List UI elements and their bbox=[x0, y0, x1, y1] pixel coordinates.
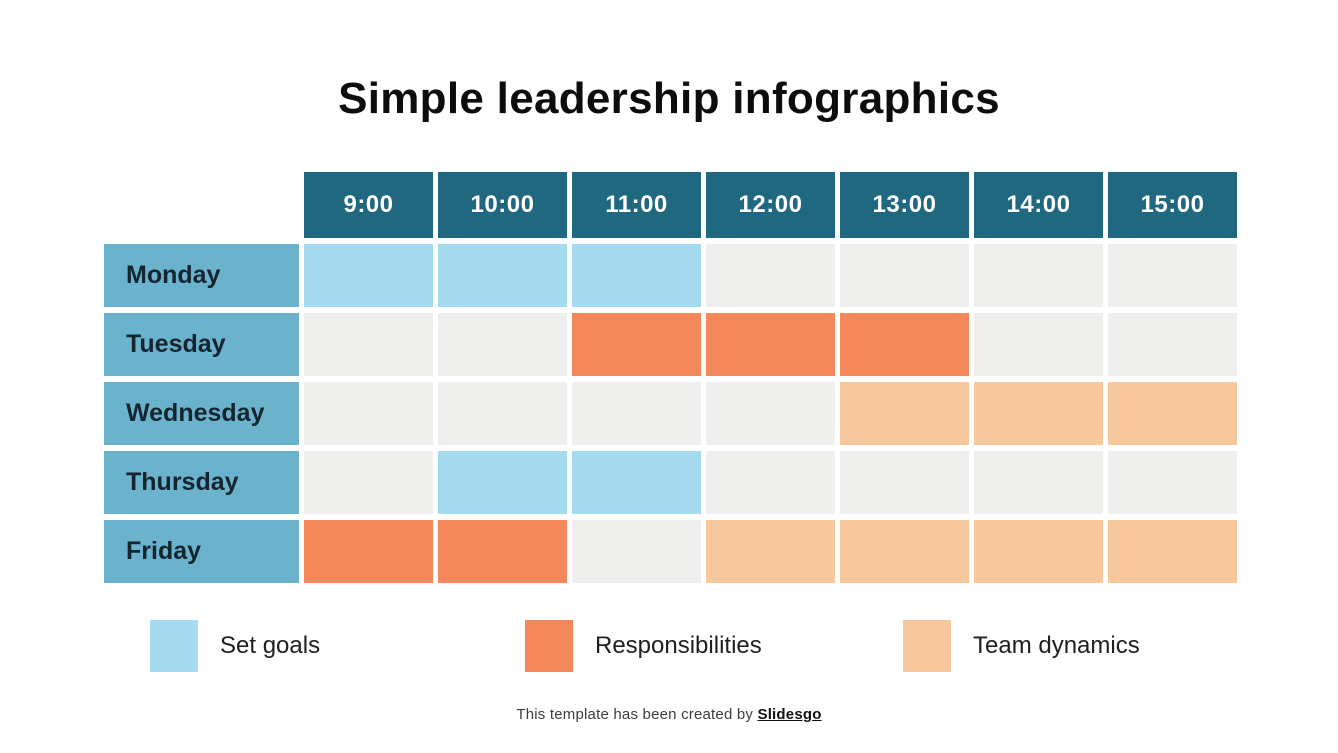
cell-tuesday-9-00 bbox=[304, 313, 433, 376]
cell-friday-13-00 bbox=[840, 520, 969, 583]
cell-friday-10-00 bbox=[438, 520, 567, 583]
cell-tuesday-13-00 bbox=[840, 313, 969, 376]
cell-monday-14-00 bbox=[974, 244, 1103, 307]
cell-wednesday-14-00 bbox=[974, 382, 1103, 445]
table-corner-spacer bbox=[104, 172, 299, 238]
cell-thursday-13-00 bbox=[840, 451, 969, 514]
slidesgo-link[interactable]: Slidesgo bbox=[757, 706, 822, 723]
day-label-friday: Friday bbox=[104, 520, 299, 583]
cell-friday-15-00 bbox=[1108, 520, 1237, 583]
cell-wednesday-15-00 bbox=[1108, 382, 1237, 445]
cell-thursday-11-00 bbox=[572, 451, 701, 514]
cell-monday-15-00 bbox=[1108, 244, 1237, 307]
legend-item-responsibilities: Responsibilities bbox=[525, 620, 762, 672]
page-title: Simple leadership infographics bbox=[338, 74, 1000, 123]
responsibilities-swatch-icon bbox=[525, 620, 573, 672]
cell-monday-9-00 bbox=[304, 244, 433, 307]
day-label-monday: Monday bbox=[104, 244, 299, 307]
cell-monday-10-00 bbox=[438, 244, 567, 307]
time-header-13-00: 13:00 bbox=[840, 172, 969, 238]
cell-tuesday-10-00 bbox=[438, 313, 567, 376]
day-label-tuesday: Tuesday bbox=[104, 313, 299, 376]
cell-thursday-15-00 bbox=[1108, 451, 1237, 514]
time-header-10-00: 10:00 bbox=[438, 172, 567, 238]
legend-label: Responsibilities bbox=[595, 632, 762, 659]
legend-item-team-dynamics: Team dynamics bbox=[903, 620, 1140, 672]
cell-wednesday-13-00 bbox=[840, 382, 969, 445]
cell-monday-13-00 bbox=[840, 244, 969, 307]
cell-wednesday-9-00 bbox=[304, 382, 433, 445]
footer-credit-text: This template has been created by bbox=[516, 706, 758, 723]
cell-friday-14-00 bbox=[974, 520, 1103, 583]
day-label-thursday: Thursday bbox=[104, 451, 299, 514]
cell-friday-11-00 bbox=[572, 520, 701, 583]
time-header-14-00: 14:00 bbox=[974, 172, 1103, 238]
legend-label: Set goals bbox=[220, 632, 321, 659]
day-label-wednesday: Wednesday bbox=[104, 382, 299, 445]
cell-wednesday-12-00 bbox=[706, 382, 835, 445]
cell-thursday-14-00 bbox=[974, 451, 1103, 514]
time-header-11-00: 11:00 bbox=[572, 172, 701, 238]
cell-wednesday-11-00 bbox=[572, 382, 701, 445]
cell-friday-12-00 bbox=[706, 520, 835, 583]
cell-tuesday-11-00 bbox=[572, 313, 701, 376]
cell-tuesday-14-00 bbox=[974, 313, 1103, 376]
cell-thursday-12-00 bbox=[706, 451, 835, 514]
time-header-15-00: 15:00 bbox=[1108, 172, 1237, 238]
set-goals-swatch-icon bbox=[150, 620, 198, 672]
time-header-9-00: 9:00 bbox=[304, 172, 433, 238]
cell-thursday-9-00 bbox=[304, 451, 433, 514]
cell-monday-11-00 bbox=[572, 244, 701, 307]
cell-monday-12-00 bbox=[706, 244, 835, 307]
cell-wednesday-10-00 bbox=[438, 382, 567, 445]
legend-item-set-goals: Set goals bbox=[150, 620, 320, 672]
time-header-12-00: 12:00 bbox=[706, 172, 835, 238]
cell-thursday-10-00 bbox=[438, 451, 567, 514]
cell-tuesday-15-00 bbox=[1108, 313, 1237, 376]
cell-tuesday-12-00 bbox=[706, 313, 835, 376]
legend-label: Team dynamics bbox=[973, 632, 1140, 659]
team-dynamics-swatch-icon bbox=[903, 620, 951, 672]
footer-credit: This template has been created by Slides… bbox=[0, 706, 1338, 723]
schedule-table: 9:00 10:00 11:00 12:00 13:00 14:00 15:00 Monday… bbox=[104, 172, 1237, 583]
cell-friday-9-00 bbox=[304, 520, 433, 583]
